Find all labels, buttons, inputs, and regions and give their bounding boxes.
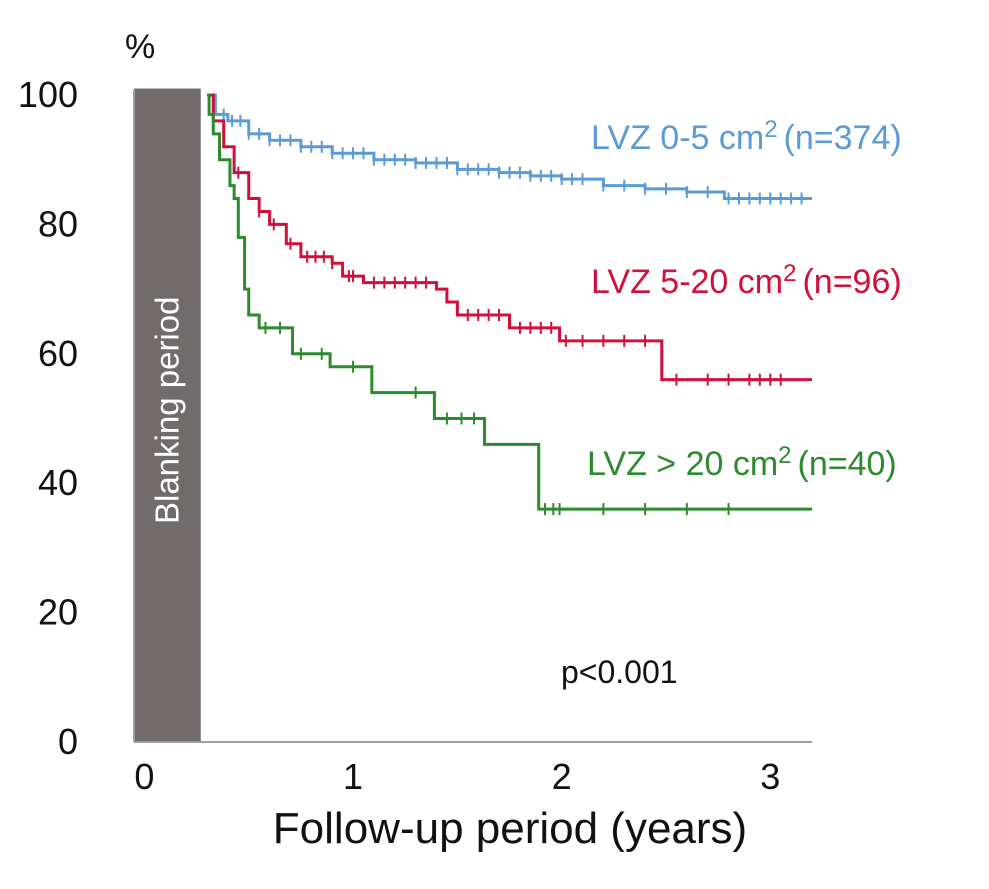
survival-curves bbox=[207, 93, 812, 516]
y-tick-label: 0 bbox=[58, 721, 78, 762]
series-label: LVZ 0-5 cm2 (n=374) bbox=[591, 116, 902, 157]
series-labels: LVZ 0-5 cm2 (n=374) LVZ 5-20 cm2 (n=96) LVZ … bbox=[587, 116, 902, 483]
x-tick-labels: 0 1 2 3 bbox=[134, 756, 780, 797]
series-1 bbox=[207, 93, 812, 386]
y-unit-label: % bbox=[125, 28, 155, 66]
axes bbox=[133, 90, 812, 743]
y-tick-label: 80 bbox=[38, 203, 78, 244]
x-tick-label: 1 bbox=[343, 756, 363, 797]
x-tick-label: 3 bbox=[760, 756, 780, 797]
y-tick-label: 40 bbox=[38, 462, 78, 503]
series-label: LVZ 5-20 cm2 (n=96) bbox=[591, 260, 902, 301]
series-2 bbox=[207, 93, 812, 516]
x-tick-label: 2 bbox=[552, 756, 572, 797]
series-label: LVZ > 20 cm2 (n=40) bbox=[587, 442, 897, 483]
x-tick-label: 0 bbox=[134, 756, 154, 797]
blanking-band-rect bbox=[134, 88, 201, 742]
p-value-annotation: p<0.001 bbox=[561, 654, 678, 690]
y-tick-labels: 0 20 40 60 80 100 bbox=[18, 74, 78, 762]
y-tick-label: 60 bbox=[38, 333, 78, 374]
series-0 bbox=[207, 93, 812, 205]
y-tick-label: 20 bbox=[38, 592, 78, 633]
x-axis-title: Follow-up period (years) bbox=[273, 804, 747, 853]
blanking-period-band: Blanking period bbox=[134, 88, 201, 742]
series-line bbox=[207, 93, 812, 511]
y-tick-label: 100 bbox=[18, 74, 78, 115]
blanking-band-label: Blanking period bbox=[148, 297, 185, 525]
